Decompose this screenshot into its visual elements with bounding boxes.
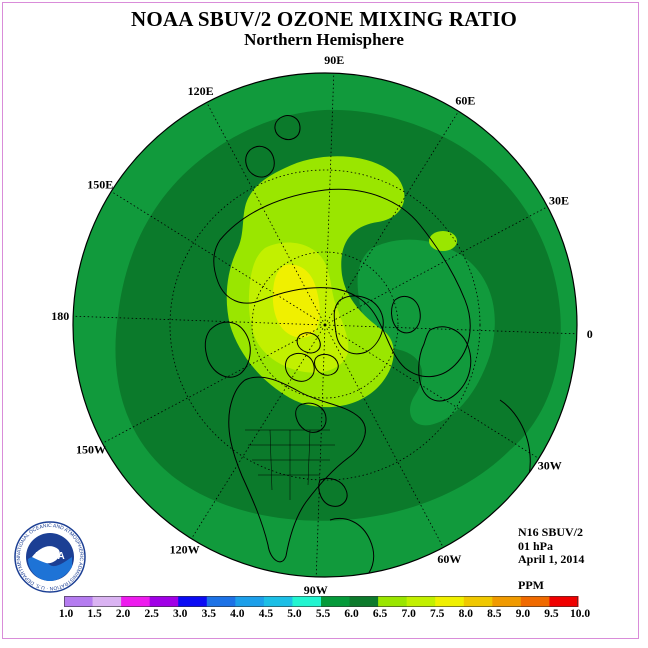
colorbar-label: 2.0: [115, 608, 131, 620]
colorbar-label: 3.5: [201, 608, 216, 620]
colorbar-label: 6.0: [344, 608, 359, 620]
figure-title: NOAA SBUV/2 OZONE MIXING RATIO: [131, 7, 517, 31]
colorbar-swatch: [292, 596, 322, 607]
longitude-label: 150E: [87, 178, 113, 192]
colorbar-swatch: [520, 596, 550, 607]
figure-frame: [2, 2, 639, 639]
colorbar-label: 7.0: [401, 608, 416, 620]
colorbar-swatch: [64, 596, 94, 607]
logo-text: NOAA: [35, 551, 64, 562]
longitude-label: 90E: [324, 53, 344, 67]
colorbar-label: 9.0: [515, 608, 531, 620]
longitude-label: 120E: [188, 84, 214, 98]
longitude-label: 30E: [549, 194, 569, 208]
longitude-label: 0: [587, 327, 593, 341]
colorbar-swatch: [235, 596, 265, 607]
colorbar-swatch: [178, 596, 208, 607]
colorbar-swatch: [121, 596, 151, 607]
colorbar-label: 5.5: [315, 608, 331, 620]
info-block: N16 SBUV/2 01 hPa April 1, 2014 PPM: [518, 525, 585, 592]
colorbar-swatch: [549, 596, 579, 607]
colorbar-swatch: [149, 596, 179, 607]
colorbar-label: 2.5: [144, 608, 159, 620]
longitude-labels: 90E 60E 30E 0 30W 60W 90W 120W 150W 180 150E 120E: [51, 53, 593, 597]
colorbar-label: 3.0: [173, 608, 188, 620]
colorbar-label: 5.0: [287, 608, 302, 620]
colorbar-label: 1.5: [87, 608, 102, 620]
map-disk: [73, 73, 577, 577]
longitude-label: 60W: [437, 552, 461, 566]
colorbar-label: 4.0: [230, 608, 245, 620]
colorbar-swatch: [378, 596, 408, 607]
noaa-logo: NATIONAL OCEANIC AND ATMOSPHERIC ADMINIS…: [14, 521, 86, 593]
colorbar-swatch: [349, 596, 379, 607]
longitude-label: 120W: [170, 543, 200, 557]
ozone-blob-6-0: [429, 231, 457, 251]
colorbar-swatch: [206, 596, 236, 607]
colorbar-swatch: [321, 596, 351, 607]
date-label: April 1, 2014: [518, 552, 585, 566]
colorbar-label: 7.5: [430, 608, 445, 620]
colorbar-swatch: [463, 596, 493, 607]
colorbar-swatch: [492, 596, 522, 607]
colorbar-swatch: [406, 596, 436, 607]
map-boundary: [72, 72, 578, 578]
colorbar-swatch: [435, 596, 465, 607]
longitude-label: 180: [51, 309, 69, 323]
coastlines: [204, 115, 531, 577]
instrument-label: N16 SBUV/2: [518, 525, 584, 539]
colorbar-swatch: [263, 596, 293, 607]
colorbar-label: 10.0: [569, 608, 591, 620]
state-borders: [245, 429, 335, 500]
longitude-label: 30W: [538, 458, 562, 472]
longitude-label: 150W: [76, 442, 106, 456]
longitude-label: 90W: [304, 583, 328, 597]
ozone-band-7-0: [272, 264, 320, 338]
colorbar-label: 4.5: [258, 608, 274, 620]
units-label: PPM: [518, 577, 544, 592]
colorbar-swatch: [92, 596, 122, 607]
colorbar-label: 8.5: [487, 608, 502, 620]
longitude-label: 60E: [455, 93, 475, 107]
colorbar-border: [64, 596, 578, 607]
colorbar-labels: 1.0 1.5 2.0 2.5 3.0 3.5 4.0 4.5 5.0 5.5 6.0 6.5 7.0 7…: [0, 608, 648, 624]
colorbar-label: 8.0: [458, 608, 473, 620]
level-label: 01 hPa: [518, 538, 554, 553]
ozone-pocket-5-0: [357, 239, 495, 426]
colorbar-label: 6.5: [372, 608, 388, 620]
figure-subtitle: Northern Hemisphere: [244, 30, 404, 49]
colorbar-label: 1.0: [58, 608, 74, 620]
colorbar-label: 9.5: [544, 608, 559, 620]
latitude-circles: [169, 169, 481, 481]
colorbar: [64, 596, 579, 607]
